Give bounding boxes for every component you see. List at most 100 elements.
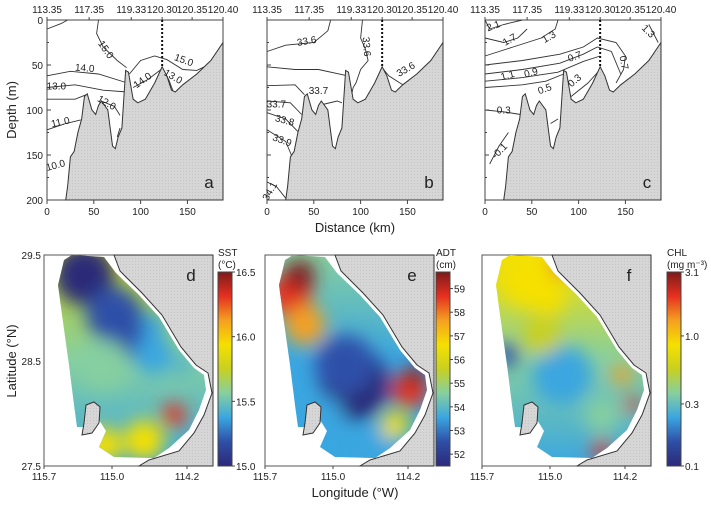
field-anomaly bbox=[527, 275, 567, 315]
colorbar-tick-label: 1.0 bbox=[685, 332, 699, 343]
field-anomaly bbox=[58, 255, 114, 305]
field-anomaly bbox=[584, 397, 620, 433]
colorbar-title: SST bbox=[218, 248, 237, 259]
x-tick-label: 150 bbox=[179, 207, 196, 218]
top-tick-label-longitude: 113.35 bbox=[32, 5, 62, 16]
panel-label: d bbox=[186, 266, 195, 285]
panel-label: b bbox=[424, 173, 433, 192]
field-anomaly bbox=[624, 397, 640, 413]
top-tick-label-longitude: 120.40 bbox=[208, 5, 239, 16]
contour-label: 33.6 bbox=[296, 35, 318, 49]
top-tick-label-longitude: 120.40 bbox=[428, 5, 459, 16]
colorbar-unit: (cm) bbox=[436, 260, 456, 271]
colorbar-tick-label: 15.0 bbox=[236, 462, 256, 473]
top-tick-label-longitude: 117.35 bbox=[294, 5, 324, 16]
field-anomaly bbox=[612, 365, 632, 385]
top-tick-label-longitude: 120.30 bbox=[367, 5, 398, 16]
contour-label: 0.3 bbox=[497, 106, 511, 117]
y-tick-label: 0 bbox=[37, 16, 43, 27]
contour-line bbox=[46, 119, 81, 131]
y-tick-label: 28.5 bbox=[22, 357, 42, 368]
colorbar-tick-label: 59 bbox=[454, 285, 466, 296]
seafloor-bathymetry bbox=[503, 40, 662, 201]
x-tick-label: 0 bbox=[44, 207, 50, 218]
x-tick-label: 114.2 bbox=[396, 472, 421, 483]
x-tick-label: 0 bbox=[482, 207, 488, 218]
colorbar bbox=[666, 271, 682, 467]
contour-line bbox=[484, 73, 564, 88]
colorbar-tick-label: 3.1 bbox=[685, 268, 699, 279]
x-tick-label: 115.0 bbox=[321, 472, 346, 483]
contour-label: 0.7 bbox=[567, 50, 584, 65]
contour-line bbox=[484, 55, 601, 82]
y-axis-label-latitude: Latitude (°N) bbox=[4, 324, 19, 397]
top-tick-label-longitude: 119.33 bbox=[554, 5, 584, 16]
contour-line bbox=[266, 66, 348, 77]
contour-line bbox=[47, 94, 87, 100]
x-axis-label-distance: Distance (km) bbox=[315, 220, 395, 235]
x-tick-label: 50 bbox=[526, 207, 538, 218]
field-anomaly bbox=[162, 403, 186, 427]
top-tick-label-longitude: 120.40 bbox=[646, 5, 677, 16]
x-tick-label: 100 bbox=[352, 207, 369, 218]
land-mass bbox=[334, 254, 435, 467]
contour-label: 14.0 bbox=[74, 62, 95, 75]
field-anomaly bbox=[142, 313, 166, 337]
top-tick-label-longitude: 117.35 bbox=[74, 5, 104, 16]
land-mass bbox=[551, 254, 652, 467]
contour-line bbox=[266, 84, 305, 96]
colorbar-tick-label: 58 bbox=[454, 308, 466, 319]
contour-line bbox=[570, 69, 601, 97]
y-tick-label: 100 bbox=[26, 106, 43, 117]
colorbar-title: CHL bbox=[667, 248, 687, 259]
colorbar-tick-label: 16.0 bbox=[236, 333, 256, 344]
top-tick-label-longitude: 120.35 bbox=[177, 5, 208, 16]
seafloor-bathymetry bbox=[285, 40, 444, 201]
colorbar-title: ADT bbox=[436, 248, 456, 259]
contour-line bbox=[266, 129, 292, 156]
colorbar-tick-label: 57 bbox=[454, 332, 466, 343]
x-tick-label: 100 bbox=[570, 207, 587, 218]
field-anomaly bbox=[532, 345, 592, 405]
land-mass bbox=[113, 254, 214, 467]
x-tick-label: 50 bbox=[308, 207, 320, 218]
contour-label: 11.0 bbox=[50, 115, 71, 130]
field-anomaly bbox=[285, 260, 315, 290]
field-anomaly bbox=[381, 411, 409, 439]
x-tick-label: 0 bbox=[264, 207, 270, 218]
colorbar-unit: (mg m⁻³) bbox=[667, 260, 707, 271]
contour-line bbox=[266, 100, 302, 115]
x-tick-label: 50 bbox=[88, 207, 100, 218]
top-tick-label-longitude: 120.30 bbox=[585, 5, 616, 16]
contour-line bbox=[648, 24, 659, 43]
x-tick-label: 150 bbox=[617, 207, 634, 218]
colorbar-tick-label: 52 bbox=[454, 450, 466, 461]
contour-line bbox=[484, 37, 626, 84]
contour-line bbox=[484, 28, 528, 43]
contour-line bbox=[46, 84, 128, 93]
contour-line bbox=[484, 46, 622, 75]
panel-e: e 115.7 115.0 114.2 ADT(cm) 59 58 57 56 55 54 53 52 bbox=[253, 248, 466, 483]
contour-line bbox=[116, 127, 121, 138]
contour-line bbox=[101, 100, 121, 116]
field-anomaly bbox=[124, 420, 164, 458]
y-tick-label: 29.5 bbox=[22, 251, 42, 262]
contour-label: 33.7 bbox=[267, 99, 287, 110]
colorbar-tick-label: 0.3 bbox=[685, 400, 699, 411]
panel-label: c bbox=[643, 173, 652, 192]
panel-label: f bbox=[627, 266, 632, 285]
contour-label: 33.7 bbox=[309, 86, 329, 97]
contour-label: 13.0 bbox=[47, 81, 67, 92]
contour-line bbox=[132, 68, 163, 88]
field-anomaly bbox=[176, 357, 192, 373]
island bbox=[302, 401, 322, 436]
field-anomaly bbox=[79, 340, 129, 390]
colorbar-tick-label: 54 bbox=[454, 403, 466, 414]
contour-line bbox=[484, 109, 521, 115]
contour-label: 0.5 bbox=[537, 82, 554, 97]
panel-b: 33.6 33.633.633.733.733.833.934.10 50 100 15… bbox=[252, 5, 459, 218]
colorbar-tick-label: 15.5 bbox=[236, 397, 256, 408]
x-axis-label-longitude: Longitude (°W) bbox=[312, 485, 399, 500]
panel-f: f 115.7 115.0 114.2 CHL(mg m⁻³)3.1 1.0 0.3 0.1 bbox=[470, 248, 707, 483]
